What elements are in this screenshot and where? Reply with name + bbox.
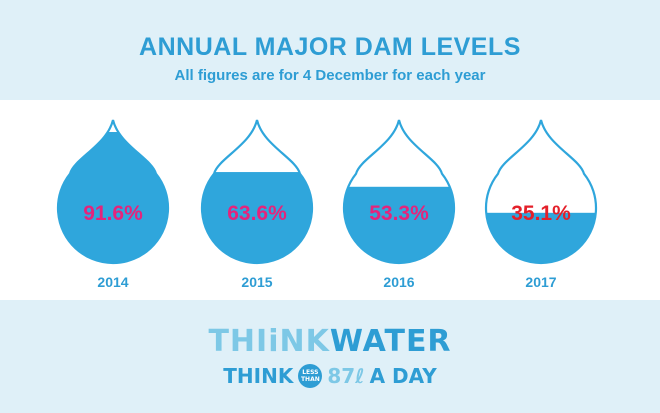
page-title: ANNUAL MAJOR DAM LEVELS [139,33,521,61]
drop-outline [56,119,170,265]
slogan-quantity: 87ℓ [327,364,365,388]
logo-nk-text: NK [279,324,330,359]
value-label: 53.3% [369,202,429,225]
drop-2017: 35.1% 2017 [484,119,598,290]
year-label: 2014 [97,274,128,290]
dam-levels-chart: 91.6% 2014 63.6% 2015 53.3% 2016 35.1% 2017 [56,119,598,290]
drop-outline [200,119,314,265]
footer: THIiNKWATER THINK LESS THAN 87ℓ A DAY [0,300,660,413]
value-label: 63.6% [227,202,287,225]
drop-water-fill [343,186,454,263]
logo-think-text: THI [208,324,269,359]
slogan: THINK LESS THAN 87ℓ A DAY [0,364,660,388]
badge-top-text: LESS [302,369,319,376]
page-subtitle: All figures are for 4 December for each … [174,67,486,84]
drop-outline [342,119,456,265]
badge-bottom-text: THAN [300,376,320,383]
header: ANNUAL MAJOR DAM LEVELS All figures are … [0,0,660,100]
value-label: 91.6% [83,202,143,225]
less-than-badge: LESS THAN [298,364,323,388]
think-water-logo: THIiNKWATER [0,324,660,359]
logo-i-text: i [268,324,280,359]
year-label: 2017 [525,274,556,290]
logo-water-text: WATER [329,324,452,359]
slogan-rest: A DAY [369,364,437,388]
chart-band: 91.6% 2014 63.6% 2015 53.3% 2016 35.1% 2017 [0,100,660,300]
slogan-think: THINK [223,364,294,388]
year-label: 2015 [241,274,272,290]
drop-2016: 53.3% 2016 [342,119,456,290]
drop-2014: 91.6% 2014 [56,119,170,290]
value-label: 35.1% [511,202,571,225]
drop-2015: 63.6% 2015 [200,119,314,290]
year-label: 2016 [383,274,414,290]
drop-outline [484,119,598,265]
